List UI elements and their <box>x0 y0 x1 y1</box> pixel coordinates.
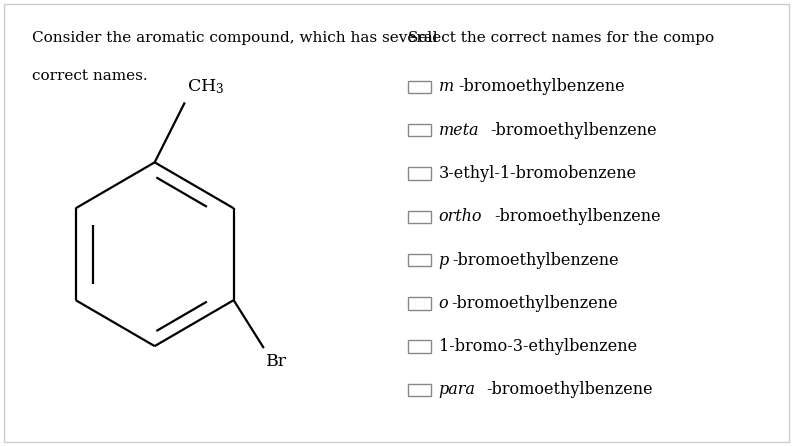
Bar <box>408 124 431 136</box>
Text: -bromoethylbenzene: -bromoethylbenzene <box>495 208 661 225</box>
Text: Select the correct names for the compo: Select the correct names for the compo <box>408 31 714 45</box>
Text: para: para <box>439 381 475 398</box>
Text: -bromoethylbenzene: -bromoethylbenzene <box>458 78 625 95</box>
Text: -bromoethylbenzene: -bromoethylbenzene <box>451 295 618 312</box>
Text: meta: meta <box>439 122 479 139</box>
Bar <box>408 167 431 180</box>
Text: -bromoethylbenzene: -bromoethylbenzene <box>491 122 657 139</box>
Text: p: p <box>439 252 449 268</box>
Text: -bromoethylbenzene: -bromoethylbenzene <box>486 381 653 398</box>
Text: Br: Br <box>266 352 288 370</box>
Text: Consider the aromatic compound, which has several: Consider the aromatic compound, which ha… <box>32 31 437 45</box>
FancyBboxPatch shape <box>4 4 789 442</box>
Bar <box>408 297 431 310</box>
Text: 1-bromo-3-ethylbenzene: 1-bromo-3-ethylbenzene <box>439 338 637 355</box>
Text: m: m <box>439 78 454 95</box>
Text: o: o <box>439 295 448 312</box>
Bar <box>408 211 431 223</box>
Text: correct names.: correct names. <box>32 69 147 83</box>
Bar <box>408 384 431 396</box>
Bar <box>408 81 431 93</box>
Bar <box>408 254 431 266</box>
Bar <box>408 340 431 353</box>
Text: $\mathregular{CH_3}$: $\mathregular{CH_3}$ <box>187 77 225 96</box>
Text: 3-ethyl-1-bromobenzene: 3-ethyl-1-bromobenzene <box>439 165 637 182</box>
Text: -bromoethylbenzene: -bromoethylbenzene <box>451 252 618 268</box>
Text: ortho: ortho <box>439 208 482 225</box>
